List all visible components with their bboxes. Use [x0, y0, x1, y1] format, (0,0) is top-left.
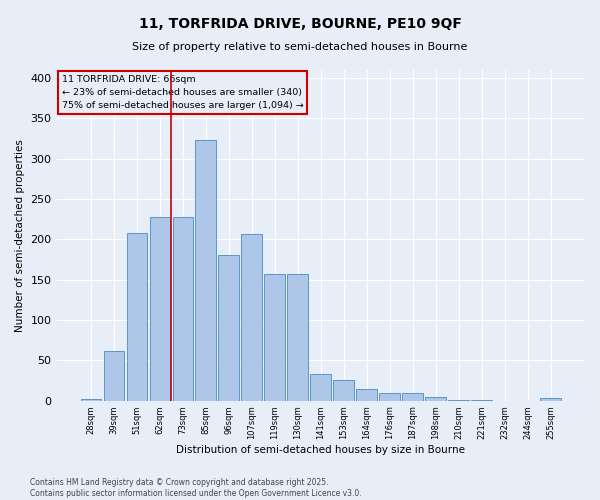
X-axis label: Distribution of semi-detached houses by size in Bourne: Distribution of semi-detached houses by …: [176, 445, 465, 455]
Bar: [356, 390, 377, 400]
Bar: [218, 254, 239, 400]
Bar: [310, 374, 331, 400]
Bar: [403, 394, 423, 400]
Text: 11, TORFRIDA DRIVE, BOURNE, PE10 9QF: 11, TORFRIDA DRIVE, BOURNE, PE10 9QF: [139, 18, 461, 32]
Y-axis label: Number of semi-detached properties: Number of semi-detached properties: [15, 139, 25, 332]
Bar: [196, 140, 216, 400]
Text: 11 TORFRIDA DRIVE: 66sqm
← 23% of semi-detached houses are smaller (340)
75% of : 11 TORFRIDA DRIVE: 66sqm ← 23% of semi-d…: [62, 75, 304, 110]
Bar: [241, 234, 262, 400]
Bar: [127, 233, 147, 400]
Bar: [265, 274, 285, 400]
Text: Contains HM Land Registry data © Crown copyright and database right 2025.
Contai: Contains HM Land Registry data © Crown c…: [30, 478, 362, 498]
Bar: [425, 398, 446, 400]
Bar: [173, 217, 193, 400]
Bar: [80, 399, 101, 400]
Bar: [149, 217, 170, 400]
Bar: [287, 274, 308, 400]
Bar: [540, 398, 561, 400]
Text: Size of property relative to semi-detached houses in Bourne: Size of property relative to semi-detach…: [133, 42, 467, 52]
Bar: [379, 394, 400, 400]
Bar: [334, 380, 354, 400]
Bar: [104, 350, 124, 401]
